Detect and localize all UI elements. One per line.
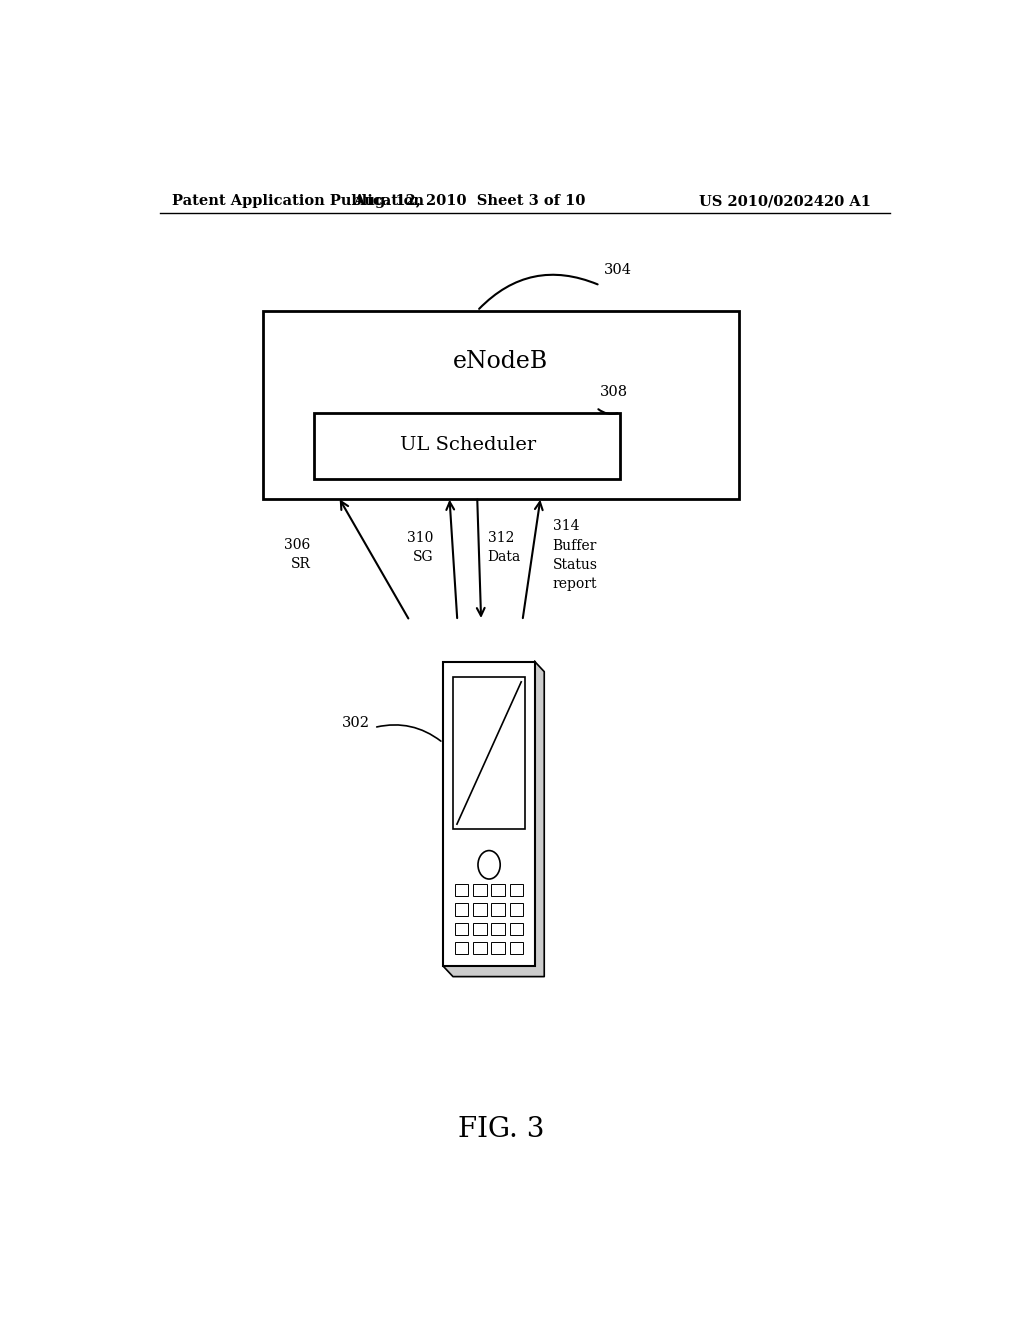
Bar bbox=[453, 677, 525, 829]
Text: UL Scheduler: UL Scheduler bbox=[399, 436, 536, 454]
Circle shape bbox=[478, 850, 500, 879]
Text: 308: 308 bbox=[600, 385, 629, 399]
Bar bbox=[492, 942, 505, 954]
Bar bbox=[492, 923, 505, 935]
Text: report: report bbox=[553, 577, 597, 591]
Text: 302: 302 bbox=[342, 715, 370, 730]
Bar bbox=[510, 923, 523, 935]
Bar bbox=[473, 903, 486, 916]
Text: 304: 304 bbox=[604, 263, 632, 277]
Bar bbox=[492, 884, 505, 896]
Bar bbox=[473, 942, 486, 954]
Text: 314: 314 bbox=[553, 519, 580, 533]
Bar bbox=[510, 903, 523, 916]
Bar bbox=[455, 923, 468, 935]
Text: 306: 306 bbox=[285, 537, 310, 552]
Bar bbox=[443, 661, 535, 966]
Bar bbox=[473, 923, 486, 935]
Bar bbox=[510, 884, 523, 896]
Bar bbox=[492, 903, 505, 916]
Text: 310: 310 bbox=[408, 531, 433, 545]
Text: Data: Data bbox=[487, 550, 521, 564]
Bar bbox=[473, 884, 486, 896]
Text: eNodeB: eNodeB bbox=[454, 350, 549, 374]
Bar bbox=[510, 942, 523, 954]
Text: Status: Status bbox=[553, 558, 598, 572]
Bar bbox=[455, 942, 468, 954]
Bar bbox=[455, 884, 468, 896]
Text: SG: SG bbox=[413, 550, 433, 564]
Text: SR: SR bbox=[291, 557, 310, 572]
Text: 312: 312 bbox=[487, 531, 514, 545]
Text: Aug. 12, 2010  Sheet 3 of 10: Aug. 12, 2010 Sheet 3 of 10 bbox=[353, 194, 586, 209]
Polygon shape bbox=[443, 661, 544, 977]
Text: Patent Application Publication: Patent Application Publication bbox=[172, 194, 424, 209]
Bar bbox=[314, 413, 620, 479]
Text: US 2010/0202420 A1: US 2010/0202420 A1 bbox=[699, 194, 871, 209]
Text: Buffer: Buffer bbox=[553, 539, 597, 553]
Bar bbox=[455, 903, 468, 916]
Text: FIG. 3: FIG. 3 bbox=[458, 1115, 544, 1143]
Bar bbox=[263, 312, 739, 499]
